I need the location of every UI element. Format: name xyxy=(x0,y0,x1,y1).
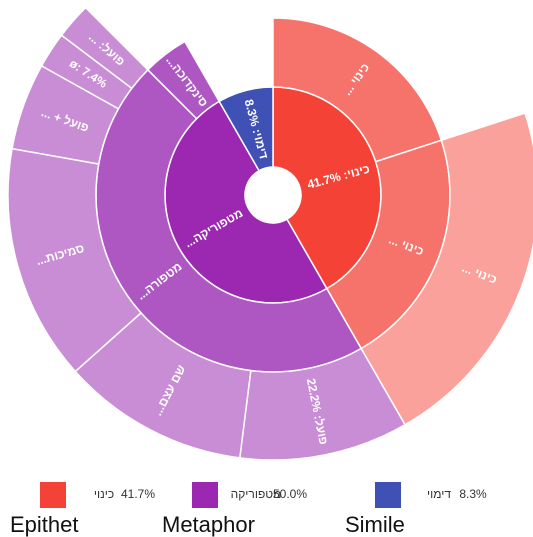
legend-caption: Epithet xyxy=(10,512,79,537)
legend-swatch xyxy=(40,482,66,508)
segment xyxy=(146,40,221,120)
legend-value: 8.3% xyxy=(459,487,487,501)
legend-name: דימוי xyxy=(427,487,451,501)
legend-value: 50.0% xyxy=(273,487,307,501)
segment xyxy=(360,112,533,426)
legend-caption: Metaphor xyxy=(162,512,255,537)
legend-name: כינוי xyxy=(94,487,114,501)
legend-caption: Simile xyxy=(345,512,405,537)
legend-name: מטפוריקה xyxy=(231,487,282,501)
legend-value: 41.7% xyxy=(121,487,155,501)
legend-swatch xyxy=(192,482,218,508)
legend-swatch xyxy=(375,482,401,508)
segment xyxy=(218,86,274,172)
segment xyxy=(272,17,443,163)
